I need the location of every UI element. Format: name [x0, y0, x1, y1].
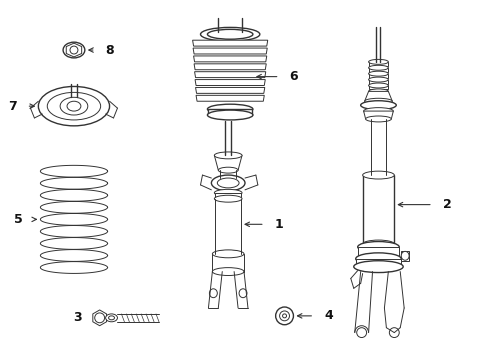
- Ellipse shape: [401, 251, 409, 260]
- Bar: [212, 254, 244, 271]
- Polygon shape: [66, 43, 82, 57]
- Ellipse shape: [239, 289, 247, 298]
- Ellipse shape: [47, 93, 100, 120]
- Polygon shape: [364, 111, 393, 119]
- Ellipse shape: [214, 195, 242, 202]
- Ellipse shape: [363, 240, 394, 248]
- Ellipse shape: [280, 311, 290, 321]
- Ellipse shape: [212, 267, 244, 275]
- Ellipse shape: [67, 101, 81, 111]
- Ellipse shape: [207, 110, 253, 120]
- Ellipse shape: [218, 178, 239, 188]
- Polygon shape: [194, 64, 266, 70]
- Ellipse shape: [283, 314, 287, 318]
- Ellipse shape: [368, 77, 389, 82]
- Ellipse shape: [211, 175, 245, 191]
- Ellipse shape: [219, 167, 238, 173]
- Ellipse shape: [63, 42, 85, 58]
- Ellipse shape: [207, 104, 253, 114]
- Ellipse shape: [366, 116, 392, 122]
- Ellipse shape: [368, 65, 389, 70]
- Ellipse shape: [38, 86, 110, 126]
- Text: 7: 7: [8, 100, 17, 113]
- Polygon shape: [93, 310, 106, 326]
- Ellipse shape: [109, 316, 115, 320]
- Ellipse shape: [354, 261, 403, 273]
- Ellipse shape: [364, 108, 393, 114]
- Ellipse shape: [207, 30, 253, 39]
- Text: 6: 6: [290, 70, 298, 83]
- Polygon shape: [196, 95, 264, 101]
- Text: 1: 1: [275, 218, 283, 231]
- Ellipse shape: [70, 46, 78, 54]
- Bar: [215, 193, 241, 199]
- Ellipse shape: [214, 152, 242, 159]
- Ellipse shape: [368, 71, 389, 76]
- Ellipse shape: [390, 328, 399, 338]
- Ellipse shape: [356, 253, 401, 265]
- Ellipse shape: [95, 313, 104, 323]
- Bar: [368, 74, 389, 78]
- Bar: [368, 85, 389, 89]
- Bar: [358, 247, 399, 259]
- Polygon shape: [365, 91, 392, 101]
- Polygon shape: [195, 80, 265, 85]
- Ellipse shape: [357, 328, 367, 338]
- Text: 4: 4: [324, 309, 333, 322]
- Ellipse shape: [368, 83, 389, 88]
- Polygon shape: [193, 40, 268, 46]
- Ellipse shape: [363, 171, 394, 179]
- Bar: [368, 68, 389, 72]
- Ellipse shape: [214, 189, 242, 196]
- Polygon shape: [196, 87, 265, 93]
- Polygon shape: [193, 48, 267, 54]
- Bar: [356, 259, 401, 267]
- Text: 5: 5: [14, 213, 23, 226]
- Ellipse shape: [209, 289, 218, 298]
- Ellipse shape: [106, 314, 118, 322]
- Ellipse shape: [212, 250, 244, 258]
- Bar: [401, 251, 409, 261]
- Bar: [368, 62, 389, 66]
- Bar: [363, 175, 394, 244]
- Ellipse shape: [214, 251, 242, 257]
- Ellipse shape: [368, 89, 389, 94]
- Text: 3: 3: [73, 311, 82, 324]
- Text: 2: 2: [443, 198, 451, 211]
- Polygon shape: [214, 156, 242, 170]
- Bar: [208, 109, 252, 115]
- Ellipse shape: [358, 242, 399, 252]
- Ellipse shape: [365, 98, 392, 104]
- Polygon shape: [195, 72, 266, 78]
- Polygon shape: [194, 56, 267, 62]
- Ellipse shape: [200, 27, 260, 41]
- Ellipse shape: [60, 97, 88, 115]
- Text: 8: 8: [106, 44, 114, 57]
- Bar: [368, 80, 389, 84]
- Ellipse shape: [276, 307, 294, 325]
- Ellipse shape: [368, 59, 389, 64]
- Ellipse shape: [361, 101, 396, 109]
